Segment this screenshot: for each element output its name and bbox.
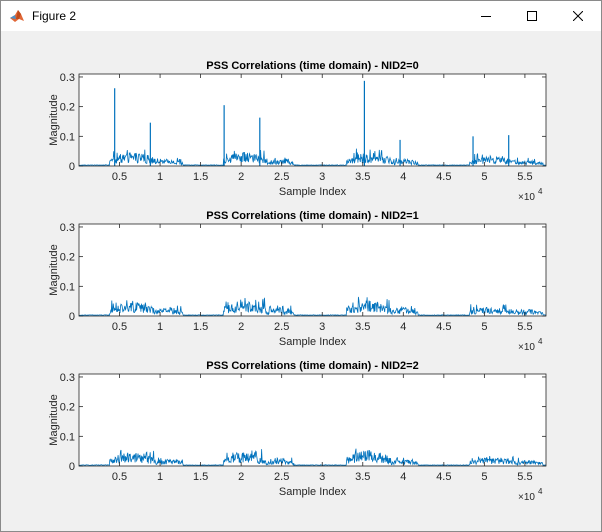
x-tick-label: 1.5: [193, 321, 208, 333]
x-tick-label: 3: [319, 171, 325, 183]
x-tick-label: 3.5: [355, 321, 370, 333]
y-tick-label: 0.1: [60, 131, 75, 143]
x-tick-label: 2: [238, 321, 244, 333]
x-tick-label: 4.5: [436, 471, 451, 483]
x-tick-label: 1: [157, 471, 163, 483]
x-tick-label: 0.5: [112, 321, 127, 333]
y-axis-label: Magnitude: [48, 94, 60, 145]
x-tick-label: 5: [481, 321, 487, 333]
x-tick-label: 5: [481, 171, 487, 183]
x-tick-label: 1: [157, 171, 163, 183]
title-bar[interactable]: Figure 2: [1, 1, 601, 31]
close-button[interactable]: [555, 1, 601, 31]
axes-box: [78, 73, 547, 167]
y-tick-label: 0.2: [60, 252, 75, 264]
y-axis-label: Magnitude: [48, 244, 60, 295]
x-axis-exponent-power: 4: [538, 487, 543, 496]
x-tick-label: 5.5: [517, 471, 532, 483]
subplot-3[interactable]: PSS Correlations (time domain) - NID2=2 0…: [48, 360, 547, 503]
x-axis-exponent: ×10: [518, 342, 535, 353]
x-tick-label: 2.5: [274, 471, 289, 483]
plot-area[interactable]: [79, 374, 546, 466]
x-tick-label: 1: [157, 321, 163, 333]
y-tick-label: 0.3: [60, 372, 75, 384]
subplot-title: PSS Correlations (time domain) - NID2=0: [206, 60, 418, 72]
x-tick-label: 4: [400, 171, 406, 183]
x-tick-label: 4.5: [436, 171, 451, 183]
y-tick-label: 0: [69, 161, 75, 173]
y-tick-label: 0.3: [60, 222, 75, 234]
matlab-icon[interactable]: [9, 8, 25, 24]
window-title: Figure 2: [32, 9, 77, 23]
axes-box: [78, 373, 547, 467]
x-tick-label: 1.5: [193, 471, 208, 483]
plot-area[interactable]: [79, 74, 546, 166]
y-tick-label: 0.3: [60, 72, 75, 84]
x-tick-label: 2: [238, 171, 244, 183]
y-tick-label: 0.1: [60, 281, 75, 293]
subplot-title: PSS Correlations (time domain) - NID2=1: [206, 210, 418, 222]
axes-box: [78, 223, 547, 317]
x-tick-label: 5.5: [517, 171, 532, 183]
y-tick-label: 0: [69, 461, 75, 473]
y-tick-label: 0.2: [60, 102, 75, 114]
x-tick-label: 4: [400, 321, 406, 333]
y-tick-label: 0.2: [60, 402, 75, 414]
x-tick-label: 3: [319, 471, 325, 483]
x-tick-label: 2: [238, 471, 244, 483]
subplot-title: PSS Correlations (time domain) - NID2=2: [206, 360, 418, 372]
x-axis-exponent-power: 4: [538, 187, 543, 196]
x-tick-label: 5.5: [517, 321, 532, 333]
subplot-2[interactable]: PSS Correlations (time domain) - NID2=1 0…: [48, 210, 547, 353]
y-tick-label: 0.1: [60, 431, 75, 443]
figure-canvas[interactable]: PSS Correlations (time domain) - NID2=0 0…: [1, 31, 601, 531]
x-tick-label: 3.5: [355, 471, 370, 483]
x-tick-label: 4.5: [436, 321, 451, 333]
y-axis-label: Magnitude: [48, 394, 60, 445]
maximize-button[interactable]: [509, 1, 555, 31]
maximize-icon: [527, 11, 537, 21]
x-axis-label: Sample Index: [279, 486, 347, 498]
x-axis-label: Sample Index: [279, 186, 347, 198]
subplot-1[interactable]: PSS Correlations (time domain) - NID2=0 0…: [48, 60, 547, 203]
minimize-button[interactable]: [463, 1, 509, 31]
signal-series: [78, 296, 546, 317]
x-axis-exponent-power: 4: [538, 337, 543, 346]
x-tick-label: 5: [481, 471, 487, 483]
x-axis-exponent: ×10: [518, 192, 535, 203]
signal-series: [78, 448, 546, 467]
y-tick-label: 0: [69, 311, 75, 323]
plot-area[interactable]: [79, 224, 546, 316]
x-tick-label: 0.5: [112, 171, 127, 183]
x-axis-exponent: ×10: [518, 492, 535, 503]
x-tick-label: 2.5: [274, 321, 289, 333]
x-tick-label: 3: [319, 321, 325, 333]
minimize-icon: [481, 16, 491, 17]
x-tick-label: 4: [400, 471, 406, 483]
close-icon: [573, 11, 583, 21]
x-tick-label: 3.5: [355, 171, 370, 183]
x-tick-label: 1.5: [193, 171, 208, 183]
x-tick-label: 0.5: [112, 471, 127, 483]
x-axis-label: Sample Index: [279, 336, 347, 348]
x-tick-label: 2.5: [274, 171, 289, 183]
